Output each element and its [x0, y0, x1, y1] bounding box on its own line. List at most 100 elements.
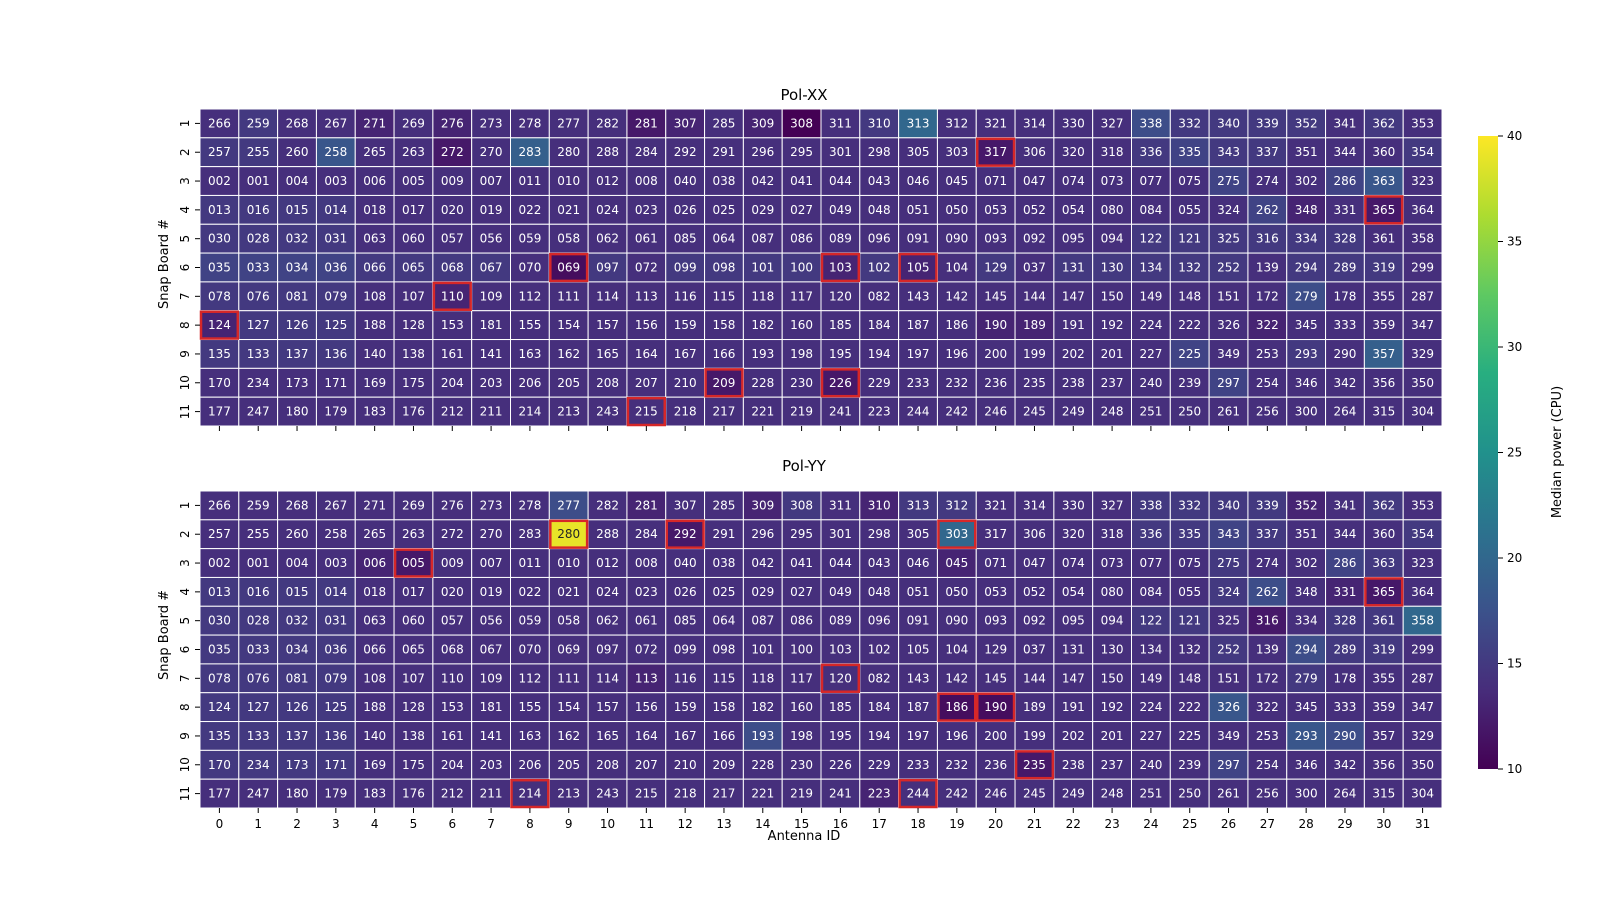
cell-label: 283: [518, 527, 541, 541]
cell-label: 043: [868, 556, 891, 570]
cell-label: 344: [1334, 145, 1357, 159]
cell-label: 075: [1178, 556, 1201, 570]
cell-label: 190: [984, 700, 1007, 714]
y-tick-label: 6: [178, 646, 192, 654]
cell-label: 077: [1139, 556, 1162, 570]
heatmap-cell: [548, 166, 589, 196]
cell-label: 017: [402, 203, 425, 217]
heatmap-cell: [1208, 721, 1249, 751]
cell-label: 252: [1217, 261, 1240, 275]
heatmap-cell: [1286, 396, 1327, 427]
heatmap-cell: [898, 634, 938, 665]
heatmap-cell: [1325, 634, 1365, 665]
heatmap-cell: [1014, 749, 1055, 780]
cell-label: 070: [518, 643, 541, 657]
cell-label: 177: [208, 405, 231, 419]
cell-label: 365: [1372, 203, 1395, 217]
y-tick-label: 8: [178, 703, 192, 711]
cell-label: 351: [1295, 527, 1318, 541]
cell-label: 068: [441, 261, 464, 275]
cell-label: 197: [907, 729, 930, 743]
x-tick-label: 21: [1027, 817, 1042, 831]
heatmap-cell: [1053, 137, 1094, 168]
heatmap-cell: [1208, 281, 1249, 312]
cell-label: 029: [751, 585, 774, 599]
y-tick-label: 10: [178, 375, 192, 390]
heatmap-cell: [975, 749, 1016, 780]
cell-label: 044: [829, 174, 852, 188]
heatmap-cell: [859, 281, 900, 312]
cell-label: 164: [635, 347, 658, 361]
cell-label: 208: [596, 376, 619, 390]
heatmap-cell: [315, 490, 356, 521]
cell-label: 306: [1023, 527, 1046, 541]
heatmap-cell: [1053, 634, 1094, 665]
heatmap-cell: [354, 310, 395, 341]
cell-label: 087: [751, 614, 774, 628]
cell-label: 156: [635, 700, 658, 714]
heatmap-cell: [1402, 281, 1443, 312]
heatmap-cell: [471, 778, 511, 809]
cell-label: 051: [907, 203, 930, 217]
heatmap-cell: [742, 137, 783, 168]
cell-label: 294: [1295, 643, 1318, 657]
cell-label: 196: [945, 729, 968, 743]
heatmap-cell: [1402, 137, 1443, 168]
heatmap-cell: [354, 548, 395, 578]
cell-label: 207: [635, 758, 658, 772]
heatmap-cell: [548, 281, 589, 312]
cell-label: 006: [363, 174, 386, 188]
heatmap-cell: [742, 223, 783, 254]
cell-label: 311: [829, 498, 852, 512]
cell-label: 027: [790, 203, 813, 217]
cell-label: 272: [441, 145, 464, 159]
colorbar-gradient: [1478, 136, 1498, 769]
cell-label: 180: [286, 787, 309, 801]
x-tick-label: 29: [1337, 817, 1352, 831]
cell-label: 238: [1062, 376, 1085, 390]
heatmap-cell: [471, 252, 511, 283]
heatmap-cell: [1286, 137, 1327, 168]
heatmap-cell: [548, 490, 589, 521]
heatmap-cell: [199, 281, 240, 312]
cell-label: 223: [868, 787, 891, 801]
cell-label: 135: [208, 347, 231, 361]
cell-label: 241: [829, 787, 852, 801]
cell-label: 313: [907, 498, 930, 512]
cell-label: 181: [480, 700, 503, 714]
cell-label: 328: [1334, 232, 1357, 246]
y-tick-label: 9: [178, 732, 192, 740]
x-tick-label: 20: [988, 817, 1003, 831]
cell-label: 162: [557, 347, 580, 361]
cell-label: 321: [984, 498, 1007, 512]
cell-label: 194: [868, 729, 891, 743]
heatmap-cell: [1208, 778, 1249, 809]
cell-label: 166: [713, 729, 736, 743]
highlight-box: [510, 778, 550, 809]
heatmap-cell: [1092, 548, 1132, 578]
cell-label: 069: [557, 261, 580, 275]
cell-label: 264: [1334, 405, 1357, 419]
heatmap-cell: [626, 519, 667, 550]
heatmap-cell: [665, 396, 706, 427]
cell-label: 223: [868, 405, 891, 419]
cell-label: 230: [790, 758, 813, 772]
cell-label: 342: [1334, 376, 1357, 390]
heatmap-cell: [1053, 108, 1094, 139]
cell-label: 246: [984, 787, 1007, 801]
cell-label: 034: [286, 261, 309, 275]
cell-label: 227: [1139, 347, 1162, 361]
cell-label: 317: [984, 527, 1007, 541]
x-tick-label: 18: [910, 817, 925, 831]
cell-label: 057: [441, 232, 464, 246]
cell-label: 046: [907, 174, 930, 188]
cell-label: 047: [1023, 174, 1046, 188]
cell-label: 287: [1411, 671, 1434, 685]
cell-label: 222: [1178, 700, 1201, 714]
heatmap-cell: [936, 519, 977, 550]
cell-label: 233: [907, 376, 930, 390]
heatmap-cell: [1325, 194, 1365, 225]
y-tick-label: 9: [178, 350, 192, 358]
heatmap-cell: [1402, 605, 1443, 636]
heatmap-cell: [1363, 252, 1404, 283]
